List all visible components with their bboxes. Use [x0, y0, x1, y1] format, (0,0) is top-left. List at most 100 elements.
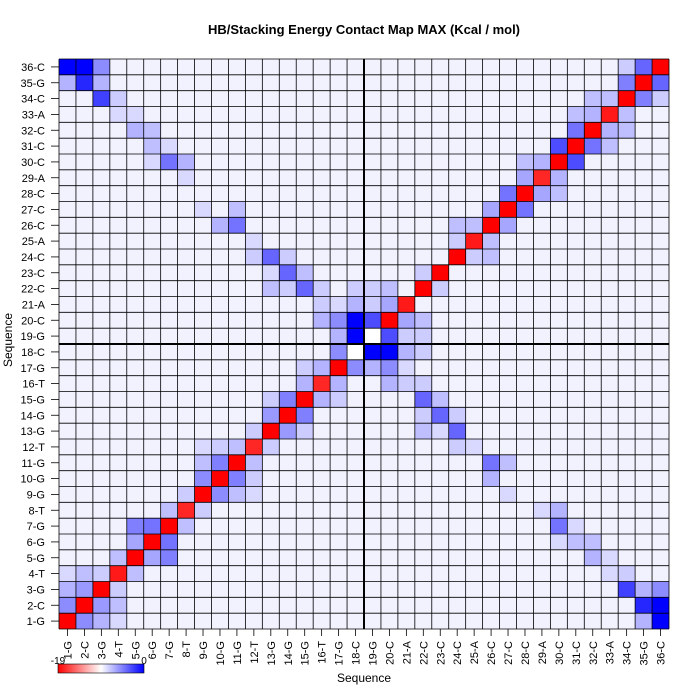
- heatmap-cell: [296, 375, 314, 392]
- heatmap-cell: [177, 328, 195, 344]
- heatmap-cell: [75, 344, 93, 360]
- heatmap-cell: [279, 391, 297, 408]
- heatmap-cell: [211, 391, 229, 408]
- heatmap-cell: [126, 74, 144, 91]
- heatmap-cell: [296, 518, 314, 534]
- heatmap-cell: [364, 470, 381, 487]
- heatmap-cell: [652, 597, 669, 614]
- heatmap-cell: [618, 328, 636, 344]
- heatmap-cell: [499, 344, 517, 360]
- heatmap-cell: [228, 454, 246, 471]
- heatmap-cell: [431, 217, 449, 234]
- heatmap-cell: [652, 154, 669, 170]
- heatmap-cell: [228, 423, 246, 439]
- heatmap-cell: [635, 470, 653, 487]
- heatmap-cell: [380, 154, 398, 170]
- heatmap-cell: [380, 74, 398, 91]
- heatmap-cell: [313, 581, 331, 598]
- heatmap-cell: [364, 613, 381, 629]
- heatmap-cell: [635, 90, 653, 107]
- heatmap-cell: [448, 106, 466, 123]
- heatmap-cell: [347, 280, 364, 297]
- heatmap-cell: [347, 565, 364, 582]
- heatmap-cell: [533, 90, 551, 107]
- heatmap-cell: [584, 74, 602, 91]
- heatmap-cell: [448, 375, 466, 392]
- heatmap-cell: [313, 249, 331, 265]
- x-tick-label: 14-G: [283, 641, 295, 665]
- heatmap-cell: [228, 581, 246, 598]
- heatmap-cell: [414, 486, 432, 503]
- heatmap-cell: [601, 344, 619, 360]
- heatmap-cell: [313, 59, 331, 75]
- y-tick-labels: 1-G 2-C 3-G 4-T 5-G 6-G 7-G 8-T 9-G 10-G 11-G 12-T 1…: [21, 62, 59, 628]
- heatmap-cell: [59, 74, 76, 91]
- heatmap-cell: [431, 549, 449, 566]
- y-tick-label: 21-A: [22, 299, 46, 311]
- heatmap-cell: [465, 185, 483, 202]
- heatmap-cell: [601, 423, 619, 439]
- heatmap-cell: [618, 486, 636, 503]
- heatmap-cell: [75, 296, 93, 313]
- heatmap-cell: [499, 138, 517, 154]
- heatmap-cell: [296, 217, 314, 234]
- heatmap-cell: [601, 106, 619, 123]
- heatmap-cell: [635, 138, 653, 154]
- heatmap-cell: [245, 518, 263, 534]
- heatmap-cell: [364, 454, 381, 471]
- y-tick-label: 30-C: [21, 157, 45, 169]
- heatmap-cell: [618, 280, 636, 297]
- heatmap-cell: [533, 312, 551, 329]
- heatmap-cell: [75, 407, 93, 424]
- heatmap-cell: [499, 328, 517, 344]
- heatmap-cell: [347, 470, 364, 487]
- heatmap-cell: [347, 328, 364, 344]
- heatmap-cell: [109, 280, 127, 297]
- heatmap-cell: [499, 74, 517, 91]
- heatmap-cell: [550, 296, 568, 313]
- heatmap-cell: [59, 391, 76, 408]
- heatmap-cell: [59, 296, 76, 313]
- heatmap-cell: [211, 312, 229, 329]
- heatmap-cell: [313, 613, 331, 629]
- heatmap-cell: [211, 122, 229, 139]
- heatmap-cell: [245, 565, 263, 582]
- heatmap-cell: [431, 233, 449, 249]
- heatmap-cell: [364, 59, 381, 75]
- heatmap-cell: [347, 233, 364, 249]
- heatmap-cell: [59, 217, 76, 234]
- heatmap-cell: [194, 359, 212, 376]
- heatmap-cell: [364, 597, 381, 614]
- heatmap-cell: [380, 534, 398, 550]
- heatmap-cell: [59, 597, 76, 614]
- heatmap-cell: [228, 486, 246, 503]
- heatmap-cell: [194, 613, 212, 629]
- heatmap-cell: [109, 565, 127, 582]
- heatmap-cell: [194, 59, 212, 75]
- heatmap-cell: [550, 375, 568, 392]
- heatmap-cell: [75, 534, 93, 550]
- heatmap-cell: [550, 328, 568, 344]
- heatmap-cell: [279, 312, 297, 329]
- heatmap-cell: [313, 328, 331, 344]
- heatmap-cell: [126, 169, 144, 186]
- heatmap-cell: [92, 359, 110, 376]
- heatmap-cell: [228, 122, 246, 139]
- heatmap-cell: [245, 185, 263, 202]
- heatmap-cell: [380, 106, 398, 123]
- heatmap-cell: [279, 217, 297, 234]
- heatmap-cell: [533, 106, 551, 123]
- heatmap-cell: [533, 122, 551, 139]
- heatmap-cell: [296, 502, 314, 519]
- heatmap-cell: [601, 328, 619, 344]
- heatmap-cell: [364, 233, 381, 249]
- heatmap-cell: [279, 74, 297, 91]
- heatmap-cell: [618, 233, 636, 249]
- heatmap-cell: [126, 312, 144, 329]
- heatmap-cell: [601, 280, 619, 297]
- heatmap-cell: [618, 534, 636, 550]
- heatmap-cell: [211, 233, 229, 249]
- heatmap-cell: [652, 90, 669, 107]
- heatmap-cell: [601, 169, 619, 186]
- heatmap-cell: [567, 312, 585, 329]
